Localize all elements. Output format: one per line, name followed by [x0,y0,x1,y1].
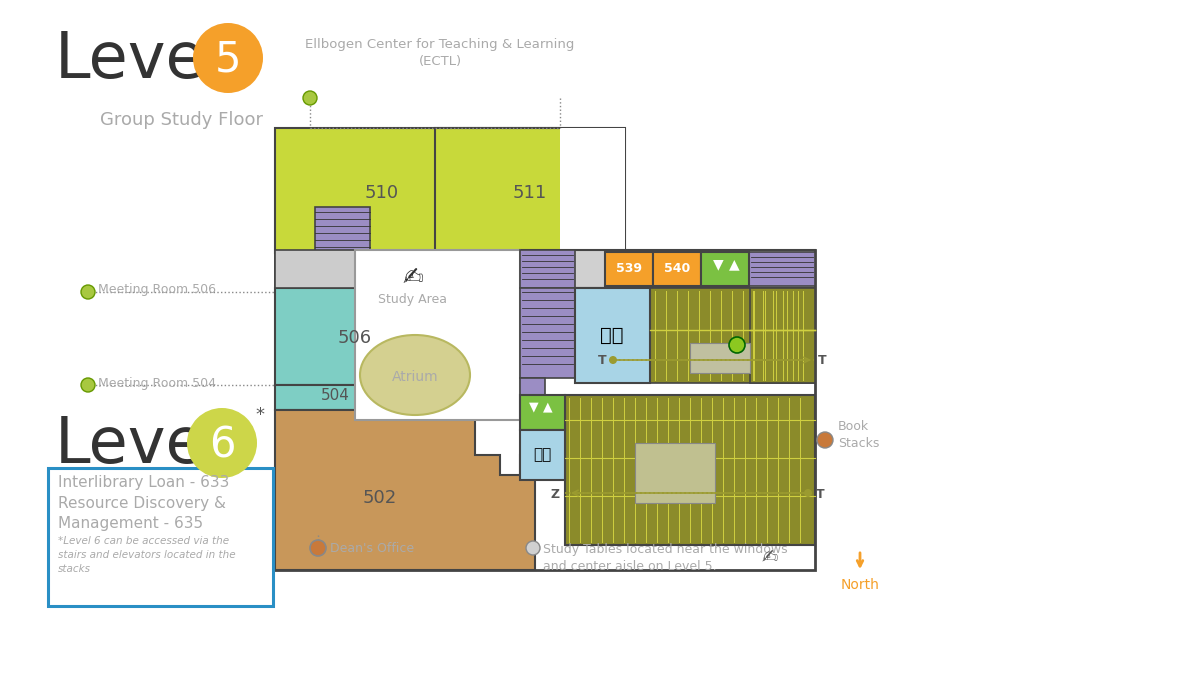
Bar [750,288,815,383]
Bar [749,252,815,286]
Text: Study Tables located near the windows
and center aisle on Level 5.: Study Tables located near the windows an… [542,543,787,573]
Bar [520,288,575,378]
Text: 504: 504 [320,387,349,402]
Text: ✍: ✍ [402,266,424,290]
Text: ▼: ▼ [713,257,724,271]
Text: T: T [818,354,827,367]
Text: ✍: ✍ [762,549,778,568]
Text: Meeting Room 504: Meeting Room 504 [98,377,216,389]
Text: ▲: ▲ [728,257,739,271]
Text: ▲: ▲ [544,400,553,414]
Polygon shape [275,288,475,385]
Text: Interlibrary Loan - 633: Interlibrary Loan - 633 [58,475,229,490]
Bar [520,378,545,396]
Text: 506: 506 [338,329,372,347]
Text: Dean's Office: Dean's Office [330,541,414,554]
Bar [635,443,715,503]
Text: 510: 510 [365,184,400,202]
Bar [565,395,815,545]
Bar [520,395,565,430]
Text: 6: 6 [209,424,235,466]
Text: 539: 539 [616,263,642,275]
Text: Atrium: Atrium [391,370,438,384]
Text: 5: 5 [215,39,241,81]
Text: North: North [840,578,880,592]
Bar [355,250,520,420]
Text: ▼: ▼ [529,400,539,414]
Circle shape [610,356,617,364]
Polygon shape [275,395,535,570]
Ellipse shape [360,335,470,415]
Circle shape [804,489,812,497]
Circle shape [526,541,540,555]
Text: Ellbogen Center for Teaching & Learning
(ECTL): Ellbogen Center for Teaching & Learning … [305,38,575,68]
Circle shape [730,337,745,353]
Text: Level: Level [55,414,223,476]
Text: 502: 502 [362,489,397,507]
Circle shape [82,378,95,392]
Circle shape [82,285,95,299]
Circle shape [302,91,317,105]
Bar [520,250,575,288]
Text: Study Area: Study Area [378,294,448,306]
Text: Book
Stacks: Book Stacks [838,420,880,450]
Text: 🚹🚺: 🚹🚺 [600,325,624,344]
Bar [701,252,749,286]
Text: Z: Z [551,487,560,500]
Text: *: * [256,406,264,424]
Bar [690,343,750,373]
Bar [314,207,370,255]
Circle shape [187,408,257,478]
Text: Management - 635: Management - 635 [58,516,203,531]
Text: Group Study Floor: Group Study Floor [100,111,263,129]
Polygon shape [275,250,815,570]
Text: T: T [598,354,606,367]
Circle shape [310,540,326,556]
Bar [560,128,625,253]
Text: 🚹🚺: 🚹🚺 [533,448,551,462]
Bar [520,430,565,480]
Circle shape [817,432,833,448]
Text: Meeting Room 506: Meeting Room 506 [98,284,216,296]
Text: Level: Level [55,29,223,91]
Circle shape [193,23,263,93]
Text: 540: 540 [664,263,690,275]
Bar [436,128,625,253]
Text: T: T [816,487,824,500]
Bar [520,250,815,288]
Bar [605,252,653,286]
Bar [275,250,374,288]
Text: Resource Discovery &: Resource Discovery & [58,496,226,511]
Text: 511: 511 [512,184,547,202]
Bar [575,288,650,383]
Bar [275,128,560,253]
Bar [650,288,815,383]
Bar [653,252,701,286]
Polygon shape [275,355,425,410]
Bar [48,468,274,606]
Text: *Level 6 can be accessed via the
stairs and elevators located in the
stacks: *Level 6 can be accessed via the stairs … [58,536,235,574]
